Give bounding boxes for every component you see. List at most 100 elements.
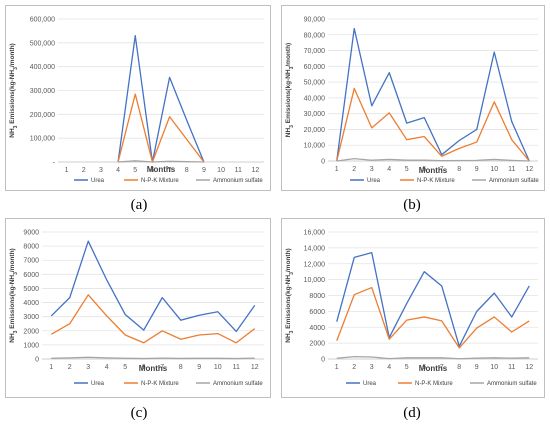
x-tick-label: 1 [335, 166, 339, 173]
panel-caption-b: (b) [403, 197, 421, 213]
x-tick-label: 7 [440, 166, 444, 173]
y-tick-label: 8000 [23, 244, 39, 251]
panel-caption-d: (d) [403, 405, 421, 421]
x-axis-label: Months [419, 364, 448, 373]
legend-entry: Urea [363, 381, 377, 387]
x-tick-label: 11 [508, 166, 515, 173]
y-tick-label: 0 [321, 159, 325, 166]
legend-entry: N-P-K Mixture [417, 178, 455, 184]
y-tick-label: 5000 [23, 286, 39, 293]
series-line-n-p-k-mixture [336, 286, 530, 349]
x-tick-label: 2 [352, 364, 356, 371]
legend-entry: Urea [91, 178, 105, 184]
x-tick-label: 9 [202, 167, 206, 174]
legend-entry: Ammonium sulfate [487, 381, 537, 387]
x-tick-label: 4 [387, 364, 391, 371]
x-tick-label: 2 [352, 166, 356, 173]
x-tick-label: 5 [405, 166, 409, 173]
y-tick-label: 6000 [23, 272, 39, 279]
x-tick-label: 8 [185, 167, 189, 174]
x-tick-label: 10 [217, 167, 225, 174]
legend-entry: Ammonium sulfate [489, 178, 539, 184]
x-tick-label: 2 [82, 167, 86, 174]
x-tick-label: 9 [197, 364, 201, 371]
y-tick-label: 6000 [309, 309, 325, 316]
x-tick-label: 5 [133, 167, 137, 174]
y-axis-label: NH3 Emissions(kg-NH3/month) [9, 248, 19, 342]
y-tick-label: 4000 [309, 325, 325, 332]
x-tick-label: 3 [370, 166, 374, 173]
y-tick-label: 16,000 [304, 230, 326, 237]
series-line-urea [117, 35, 205, 163]
chart-panel-b: 0 10,000 20,000 30,000 40,000 50,000 60,000 70,… [281, 5, 545, 191]
series-line-ammonium-sulfate [336, 157, 530, 162]
series-line-ammonium-sulfate [51, 356, 255, 360]
y-axis-label: NH3 Emissions(kg-NH3/month) [285, 43, 295, 137]
x-tick-label: 4 [387, 166, 391, 173]
x-tick-label: 5 [123, 364, 127, 371]
x-tick-label: 4 [105, 364, 109, 371]
legend-entry: N-P-K Mixture [415, 381, 453, 387]
x-tick-label: 7 [168, 167, 172, 174]
chart-svg-a: - 100,000 200,000 300,000 400,000 500,000 600,… [9, 17, 264, 184]
x-tick-label: 7 [440, 364, 444, 371]
x-tick-label: 1 [49, 364, 53, 371]
chart-svg-b: 0 10,000 20,000 30,000 40,000 50,000 60,000 70,… [285, 17, 539, 185]
x-tick-label: 1 [65, 167, 69, 174]
y-tick-label: 600,000 [30, 17, 55, 24]
y-tick-label: 9000 [23, 230, 39, 237]
x-axis-label: Months [419, 166, 448, 175]
chart-svg-d: 0 2000 4000 6000 8000 10,000 12,000 14,000 16,00… [285, 230, 538, 387]
x-tick-label: 4 [116, 167, 120, 174]
x-tick-label: 3 [99, 167, 103, 174]
x-tick-label: 11 [235, 167, 242, 174]
x-tick-label: 7 [160, 364, 164, 371]
panel-caption-c: (c) [130, 405, 148, 421]
y-tick-label: 2000 [309, 341, 325, 348]
y-tick-label: - [53, 160, 56, 167]
y-tick-label: 10,000 [304, 143, 326, 150]
x-tick-label: 12 [252, 167, 260, 174]
y-tick-label: 200,000 [30, 112, 55, 119]
chart-panel-c: 0 1000 2000 3000 4000 5000 6000 7000 8000 9000 1 2 3… [5, 218, 271, 398]
y-tick-label: 3000 [23, 314, 39, 321]
x-tick-label: 8 [457, 364, 461, 371]
series-line-n-p-k-mixture [117, 93, 205, 163]
y-tick-label: 90,000 [304, 17, 326, 24]
y-tick-label: 500,000 [30, 40, 55, 47]
series-line-ammonium-sulfate [336, 355, 530, 360]
x-axis-label: Months [139, 364, 168, 373]
legend-entry: N-P-K Mixture [141, 178, 179, 184]
x-tick-label: 8 [457, 166, 461, 173]
x-tick-label: 6 [150, 167, 154, 174]
x-tick-label: 3 [370, 364, 374, 371]
y-tick-label: 70,000 [304, 48, 326, 55]
y-tick-label: 60,000 [304, 64, 326, 71]
legend-entry: Ammonium sulfate [213, 178, 263, 184]
series-line-n-p-k-mixture [50, 294, 256, 344]
x-tick-label: 10 [490, 166, 498, 173]
x-tick-label: 1 [335, 364, 339, 371]
y-tick-label: 80,000 [304, 32, 326, 39]
y-tick-label: 0 [321, 357, 325, 364]
series-line-urea [336, 27, 530, 162]
legend-entry: N-P-K Mixture [141, 381, 179, 387]
x-tick-label: 12 [525, 166, 533, 173]
x-tick-label: 6 [142, 364, 146, 371]
x-tick-label: 5 [405, 364, 409, 371]
y-tick-label: 8000 [309, 293, 325, 300]
y-tick-label: 40,000 [304, 95, 326, 102]
y-tick-label: 7000 [23, 258, 39, 265]
y-tick-label: 10,000 [304, 277, 326, 284]
series-line-ammonium-sulfate [118, 160, 204, 163]
panel-caption-a: (a) [130, 197, 148, 213]
x-axis-label: Months [147, 165, 176, 174]
y-tick-label: 50,000 [304, 80, 326, 87]
y-tick-label: 2000 [23, 328, 39, 335]
chart-panel-a: - 100,000 200,000 300,000 400,000 500,000 600,… [5, 5, 271, 191]
x-tick-label: 3 [86, 364, 90, 371]
chart-panel-d: 0 2000 4000 6000 8000 10,000 12,000 14,000 16,00… [281, 218, 545, 398]
legend-entry: Urea [91, 381, 105, 387]
y-axis-label: NH3 Emissions(kg-NH3/month) [9, 43, 19, 137]
